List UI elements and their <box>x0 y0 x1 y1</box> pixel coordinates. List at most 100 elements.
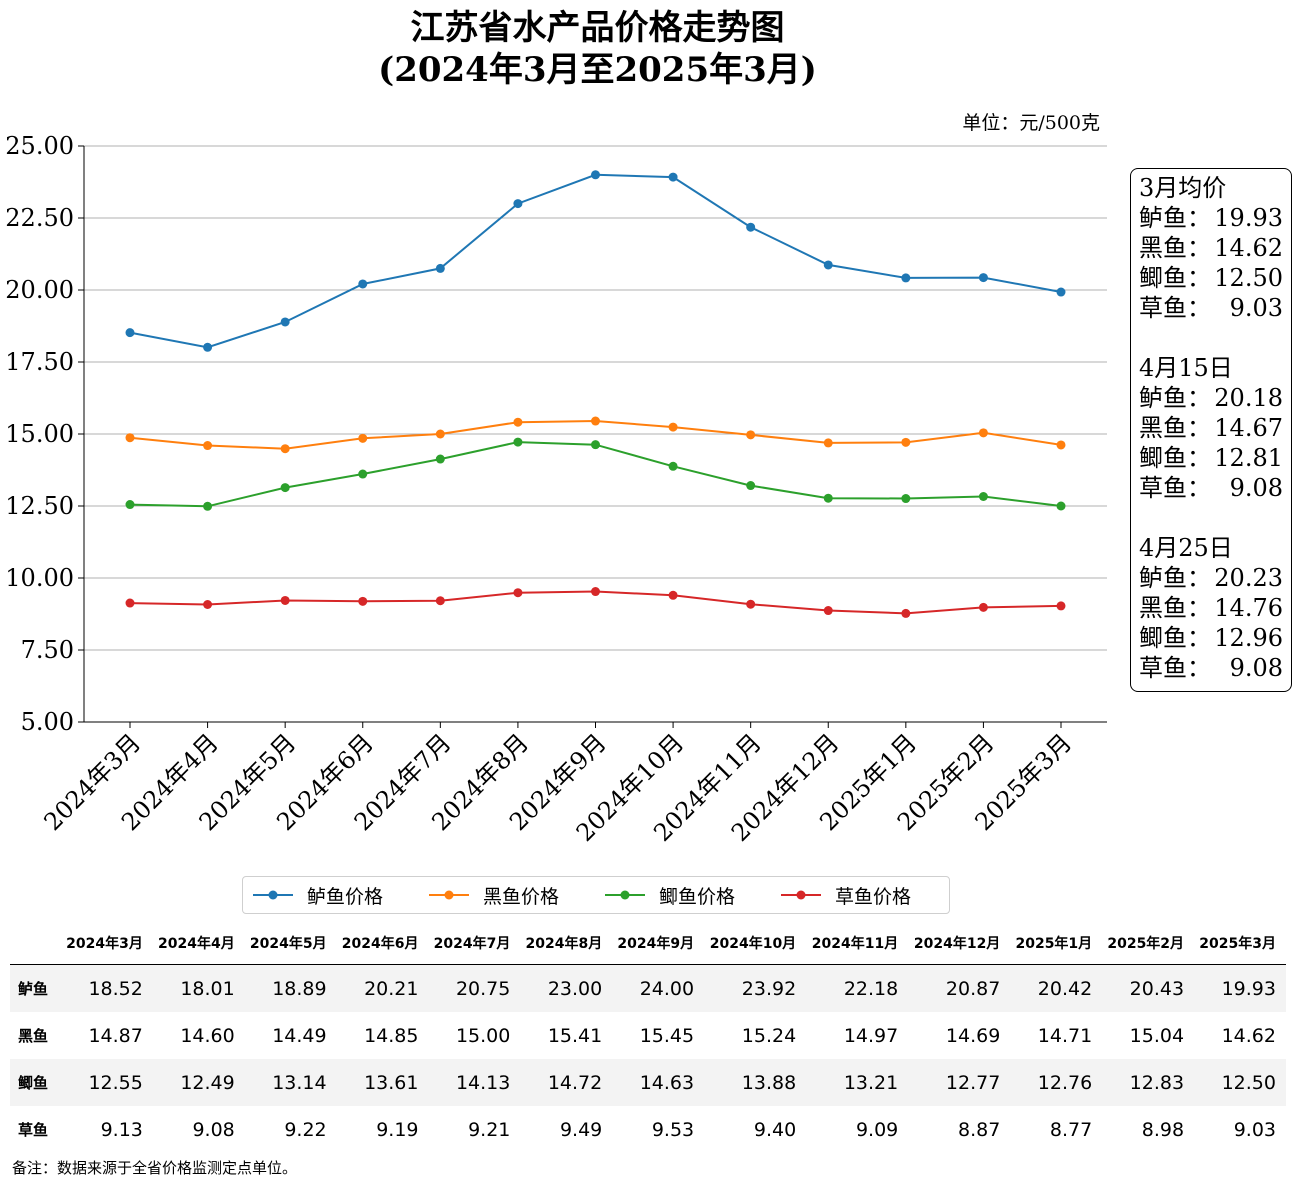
y-tick-label: 20.00 <box>5 276 74 304</box>
avg-group-title: 3月均价 <box>1139 174 1227 202</box>
table-cell: 14.69 <box>945 1024 1001 1047</box>
data-point <box>358 279 368 289</box>
avg-group-title: 4月15日 <box>1139 354 1233 382</box>
data-point <box>513 417 523 427</box>
table-cell: 14.13 <box>428 1059 521 1106</box>
table-row-label: 鲫鱼 <box>10 1059 61 1106</box>
table-cell: 20.43 <box>1102 964 1195 1012</box>
table-cell: 14.85 <box>364 1024 419 1047</box>
data-point <box>591 170 600 180</box>
data-point <box>746 430 756 440</box>
avg-row: 鲫鱼： 12.81 <box>1139 443 1283 473</box>
avg-row: 黑鱼： 14.67 <box>1139 413 1283 443</box>
data-point <box>280 595 290 605</box>
avg-group-title: 4月25日 <box>1139 534 1233 562</box>
data-point <box>358 469 368 479</box>
data-point <box>358 596 368 606</box>
table-header: 2025年2月 <box>1102 922 1195 965</box>
data-point <box>823 606 833 616</box>
table-cell: 12.55 <box>61 1059 153 1106</box>
avg-fish-value: 9.08 <box>1229 654 1283 682</box>
data-point <box>280 317 290 327</box>
data-point <box>1056 501 1066 511</box>
legend-item: 鲫鱼价格 <box>603 882 735 909</box>
table-cell: 9.21 <box>468 1118 511 1141</box>
table-cell: 9.19 <box>376 1118 419 1141</box>
avg-row: 鲈鱼： 20.23 <box>1139 563 1283 593</box>
avg-group: 4月25日 鲈鱼： 20.23 黑鱼： 14.76 鲫鱼： 12.96 草鱼： 9.08 <box>1139 533 1283 683</box>
y-tick-label: 22.50 <box>5 204 74 232</box>
data-point <box>125 328 135 338</box>
data-point <box>125 500 135 510</box>
avg-row: 草鱼： 9.03 <box>1139 293 1283 323</box>
table-row-label: 黑鱼 <box>18 1027 49 1045</box>
avg-fish-name: 黑鱼： <box>1139 234 1211 262</box>
legend-label: 草鱼价格 <box>835 885 912 908</box>
data-point <box>746 481 756 491</box>
table-header: 2024年6月 <box>336 922 429 965</box>
table-cell: 19.93 <box>1194 964 1286 1012</box>
table-header: 2024年3月 <box>61 922 153 965</box>
y-tick-label: 15.00 <box>5 420 74 448</box>
table-cell: 8.98 <box>1141 1118 1185 1141</box>
legend-item: 草鱼价格 <box>779 882 911 909</box>
y-tick-label: 5.00 <box>21 708 74 736</box>
table-cell: 9.03 <box>1233 1118 1276 1141</box>
y-tick-label: 17.50 <box>5 348 74 376</box>
table-cell: 18.89 <box>244 964 337 1012</box>
table-cell: 13.88 <box>704 1059 807 1106</box>
data-point <box>280 483 290 493</box>
table-cell: 20.21 <box>336 964 429 1012</box>
data-point <box>435 454 445 464</box>
table-cell: 14.60 <box>180 1024 235 1047</box>
avg-fish-value: 9.08 <box>1229 474 1283 502</box>
data-point <box>668 422 678 432</box>
table-cell: 14.71 <box>1037 1024 1093 1047</box>
table-cell: 13.14 <box>244 1059 337 1106</box>
table-cell: 12.83 <box>1102 1059 1195 1106</box>
data-point <box>203 501 213 511</box>
table-cell: 14.72 <box>520 1059 613 1106</box>
data-point <box>901 273 911 283</box>
avg-group: 4月15日 鲈鱼： 20.18 黑鱼： 14.67 鲫鱼： 12.81 草鱼： 9.08 <box>1139 353 1283 503</box>
avg-row: 草鱼： 9.08 <box>1139 653 1283 683</box>
avg-fish-name: 黑鱼： <box>1139 594 1211 622</box>
table-cell: 9.22 <box>284 1118 327 1141</box>
avg-fish-value: 20.23 <box>1214 564 1283 592</box>
data-point <box>901 437 911 447</box>
legend-item: 鲈鱼价格 <box>251 882 383 909</box>
table-cell: 9.49 <box>559 1118 603 1141</box>
table-cell: 12.77 <box>908 1059 1011 1106</box>
table-row-label: 鲈鱼 <box>10 964 61 1012</box>
data-point <box>746 599 756 609</box>
data-point <box>668 590 678 600</box>
legend-label: 鲈鱼价格 <box>307 885 384 908</box>
avg-fish-name: 草鱼： <box>1139 474 1211 502</box>
y-tick-label: 7.50 <box>21 636 74 664</box>
table-cell: 18.52 <box>61 964 153 1012</box>
table-cell: 12.76 <box>1010 1059 1103 1106</box>
table-row-label: 草鱼 <box>18 1121 49 1139</box>
data-point <box>435 429 445 439</box>
chart-title: 江苏省水产品价格走势图 <box>410 8 785 48</box>
data-point <box>978 602 988 612</box>
line-chart: 5.00 7.50 10.00 12.50 15.00 17.50 20.00 22.50 25… <box>5 132 1107 847</box>
legend-label: 鲫鱼价格 <box>659 885 736 908</box>
data-point <box>978 491 988 501</box>
table-cell: 22.18 <box>806 964 909 1012</box>
avg-fish-value: 12.96 <box>1214 624 1283 652</box>
table-cell: 18.01 <box>152 964 245 1012</box>
table-cell: 15.04 <box>1129 1024 1185 1047</box>
data-point <box>435 596 445 606</box>
avg-fish-value: 14.62 <box>1214 234 1283 262</box>
legend-item: 黑鱼价格 <box>427 882 559 909</box>
table-cell: 12.50 <box>1194 1059 1286 1106</box>
avg-fish-name: 黑鱼： <box>1139 414 1211 442</box>
data-point <box>513 437 523 447</box>
table-header: 2024年7月 <box>428 922 521 965</box>
avg-fish-name: 鲫鱼： <box>1139 444 1211 472</box>
y-tick-label: 25.00 <box>5 132 74 160</box>
table-row: 鲫鱼 12.55 12.49 13.14 13.61 14.13 14.72 14.63 13.… <box>10 1059 1286 1106</box>
legend-label: 黑鱼价格 <box>483 885 560 908</box>
table-cell: 9.09 <box>855 1118 899 1141</box>
